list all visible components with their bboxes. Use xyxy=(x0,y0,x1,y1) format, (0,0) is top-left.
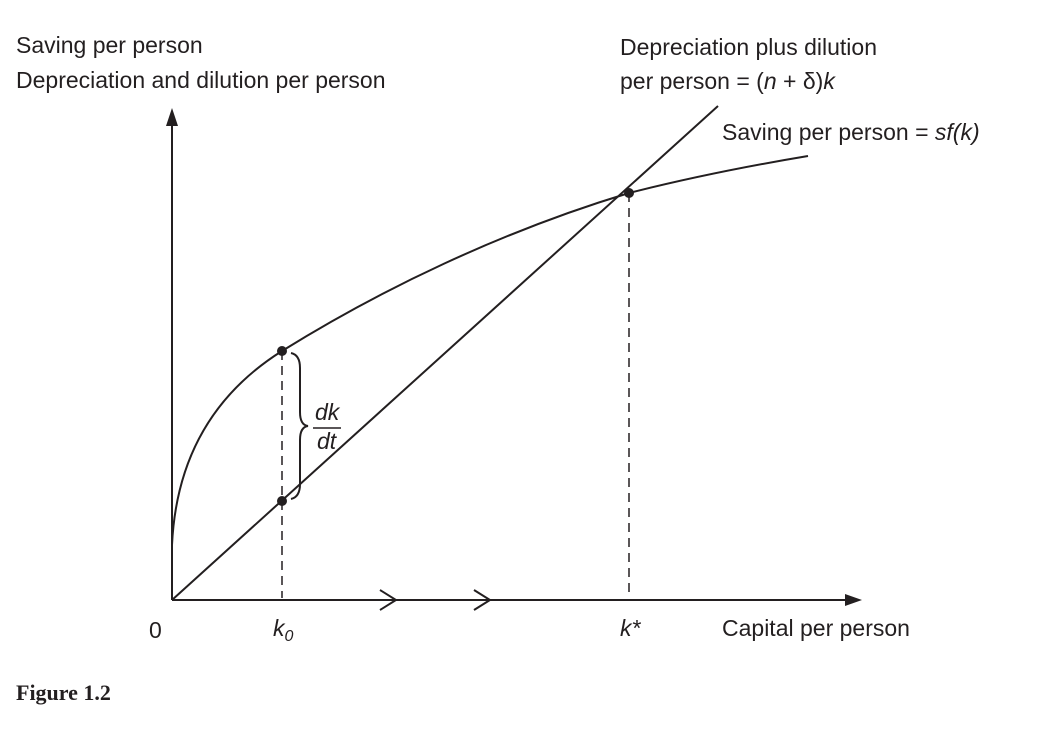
line-label-delta: δ xyxy=(803,68,816,94)
direction-arrow-1 xyxy=(379,589,398,611)
depreciation-dilution-line xyxy=(171,105,719,601)
k0-label: k0 xyxy=(273,615,294,645)
steady-state-point xyxy=(624,188,634,198)
y-axis-label-line2: Depreciation and dilution per person xyxy=(16,67,386,93)
y-axis-label-line1: Saving per person xyxy=(16,32,203,58)
saving-curve xyxy=(171,155,809,546)
line-label-plus: + xyxy=(777,68,803,94)
x-axis-label: Capital per person xyxy=(722,615,910,641)
point-depreciation-at-k0 xyxy=(277,496,287,506)
k0-subscript: 0 xyxy=(285,628,294,645)
line-label-k: k xyxy=(823,68,836,94)
line-label-n: n xyxy=(764,68,777,94)
direction-arrow-2 xyxy=(473,589,492,611)
dk-label: dk xyxy=(315,399,341,425)
dt-label: dt xyxy=(317,428,338,454)
x-axis-arrowhead xyxy=(845,594,862,606)
figure-caption: Figure 1.2 xyxy=(16,680,111,705)
curve-label: Saving per person = sf(k) xyxy=(722,119,980,145)
dk-dt-brace xyxy=(290,352,309,500)
y-axis-arrowhead xyxy=(166,108,178,126)
k0-base: k xyxy=(273,615,286,641)
point-saving-at-k0 xyxy=(277,346,287,356)
kstar-label: k* xyxy=(620,615,642,641)
curve-label-func: sf(k) xyxy=(935,119,980,145)
curve-label-prefix: Saving per person = xyxy=(722,119,935,145)
line-label-prefix: per person = ( xyxy=(620,68,764,94)
origin-label: 0 xyxy=(149,617,162,643)
line-label-line2: per person = (n + δ)k xyxy=(620,68,836,94)
line-label-close: ) xyxy=(816,68,824,94)
line-label-line1: Depreciation plus dilution xyxy=(620,34,877,60)
